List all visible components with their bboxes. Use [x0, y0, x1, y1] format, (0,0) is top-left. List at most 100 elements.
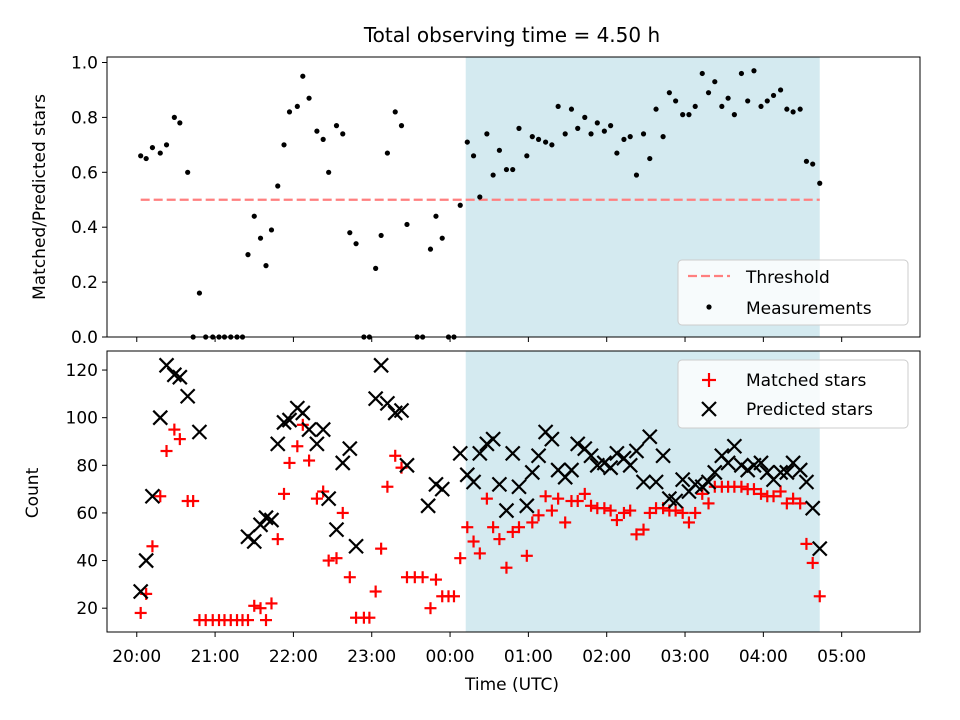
matched-star-point: [330, 552, 343, 565]
matched-star-point: [539, 490, 552, 503]
predicted-star-point: [166, 367, 183, 383]
chart-title: Total observing time = 4.50 h: [363, 23, 660, 47]
x-tick-label: 20:00: [112, 647, 161, 667]
y-tick-label: 1.0: [71, 53, 98, 73]
predicted-star-point: [465, 474, 482, 490]
matched-star-point: [248, 599, 261, 612]
ratio-legend: Threshold Measurements: [677, 259, 909, 326]
measurement-point: [353, 241, 359, 247]
measurement-point: [699, 70, 705, 77]
predicted-star-point: [674, 471, 691, 488]
x-tick-label: 23:00: [347, 647, 396, 667]
measurement-point: [633, 172, 640, 178]
predicted-star-point: [138, 552, 154, 569]
measurement-point: [138, 153, 144, 159]
measurement-point: [608, 123, 614, 129]
y-tick-label: 20: [76, 599, 98, 619]
legend-threshold-label: Threshold: [745, 268, 830, 288]
matched-star-point: [480, 492, 493, 505]
matched-star-point: [154, 490, 167, 503]
measurement-point: [524, 153, 530, 159]
measurement-point: [575, 125, 581, 131]
matched-star-point: [545, 504, 558, 517]
predicted-star-point: [635, 474, 652, 490]
x-tick-label: 04:00: [739, 647, 788, 667]
measurement-points: [138, 68, 823, 340]
matched-star-point: [787, 492, 800, 505]
matched-star-point: [487, 521, 500, 534]
measurement-point: [562, 131, 568, 137]
predicted-star-point: [172, 369, 188, 385]
x-axis-label: Time (UTC): [464, 675, 559, 695]
predicted-star-point: [498, 502, 515, 519]
predicted-star-point: [379, 395, 396, 412]
matched-star-point: [500, 561, 513, 574]
measurement-point: [764, 98, 770, 104]
y-tick-label: 0.0: [71, 328, 98, 348]
matched-star-point: [794, 497, 807, 510]
measurement-point: [464, 139, 470, 145]
measurement-point: [263, 263, 269, 269]
predicted-star-point: [491, 476, 508, 493]
matched-star-point: [160, 445, 173, 458]
predicted-star-point: [602, 459, 619, 476]
matched-star-point: [806, 556, 819, 569]
measurement-point: [692, 103, 698, 110]
measurement-point: [529, 134, 535, 140]
measurement-point: [470, 153, 477, 159]
matched-star-point: [526, 516, 539, 529]
y-tick-label: 40: [76, 552, 98, 572]
measurement-point: [738, 70, 745, 77]
legend-matched-swatch: [702, 373, 716, 387]
predicted-star-point: [276, 414, 292, 431]
measurement-point: [314, 128, 320, 134]
measurement-point: [433, 213, 439, 219]
y-tick-label: 100: [66, 409, 98, 429]
predicted-star-point: [642, 428, 658, 445]
measurement-point: [149, 144, 156, 151]
matched-star-point: [676, 506, 689, 519]
matched-star-point: [389, 449, 402, 462]
measurement-point: [712, 79, 718, 85]
predicted-star-point: [753, 455, 769, 471]
predicted-star-point: [726, 438, 743, 455]
count-y-ticks: 20 40 60 80 100 120: [66, 361, 107, 619]
count-legend: Matched stars Predicted stars: [677, 359, 909, 429]
predicted-star-point: [622, 457, 638, 474]
measurement-point: [770, 92, 777, 99]
count-y-axis-label: Count: [23, 467, 43, 518]
count-panel-frame: [106, 350, 921, 633]
measurement-point: [503, 166, 510, 173]
predicted-star-point: [779, 464, 795, 481]
measurement-point: [275, 183, 281, 189]
matched-star-point: [578, 487, 591, 500]
predicted-star-point: [281, 412, 298, 428]
matched-star-point: [559, 516, 572, 529]
matched-star-point: [278, 487, 291, 500]
measurement-point: [286, 109, 293, 115]
matched-star-point: [265, 597, 278, 610]
measurement-point: [378, 232, 384, 239]
predicted-star-point: [655, 448, 671, 464]
matched-star-point: [493, 533, 506, 546]
measurement-point: [790, 109, 796, 115]
predicted-star-point: [792, 462, 808, 478]
predicted-star-point: [373, 357, 389, 374]
measurement-point: [157, 150, 163, 156]
measurement-point: [568, 106, 575, 112]
predicted-star-point: [342, 440, 358, 457]
ratio-panel-frame: [106, 56, 921, 338]
predicted-star-point: [309, 436, 325, 452]
legend-predicted-swatch: [701, 401, 717, 417]
matched-star-point: [375, 542, 388, 555]
matched-star-point: [291, 440, 304, 453]
measurement-point: [294, 103, 300, 110]
matched-star-point: [669, 504, 682, 517]
predicted-star-point: [504, 445, 521, 462]
predicted-star-point: [158, 357, 175, 374]
ratio-legend-box: [677, 259, 909, 326]
predicted-star-point: [179, 388, 196, 405]
predicted-star-point: [152, 409, 169, 426]
measurement-point: [392, 109, 398, 115]
predicted-star-point: [609, 445, 625, 462]
